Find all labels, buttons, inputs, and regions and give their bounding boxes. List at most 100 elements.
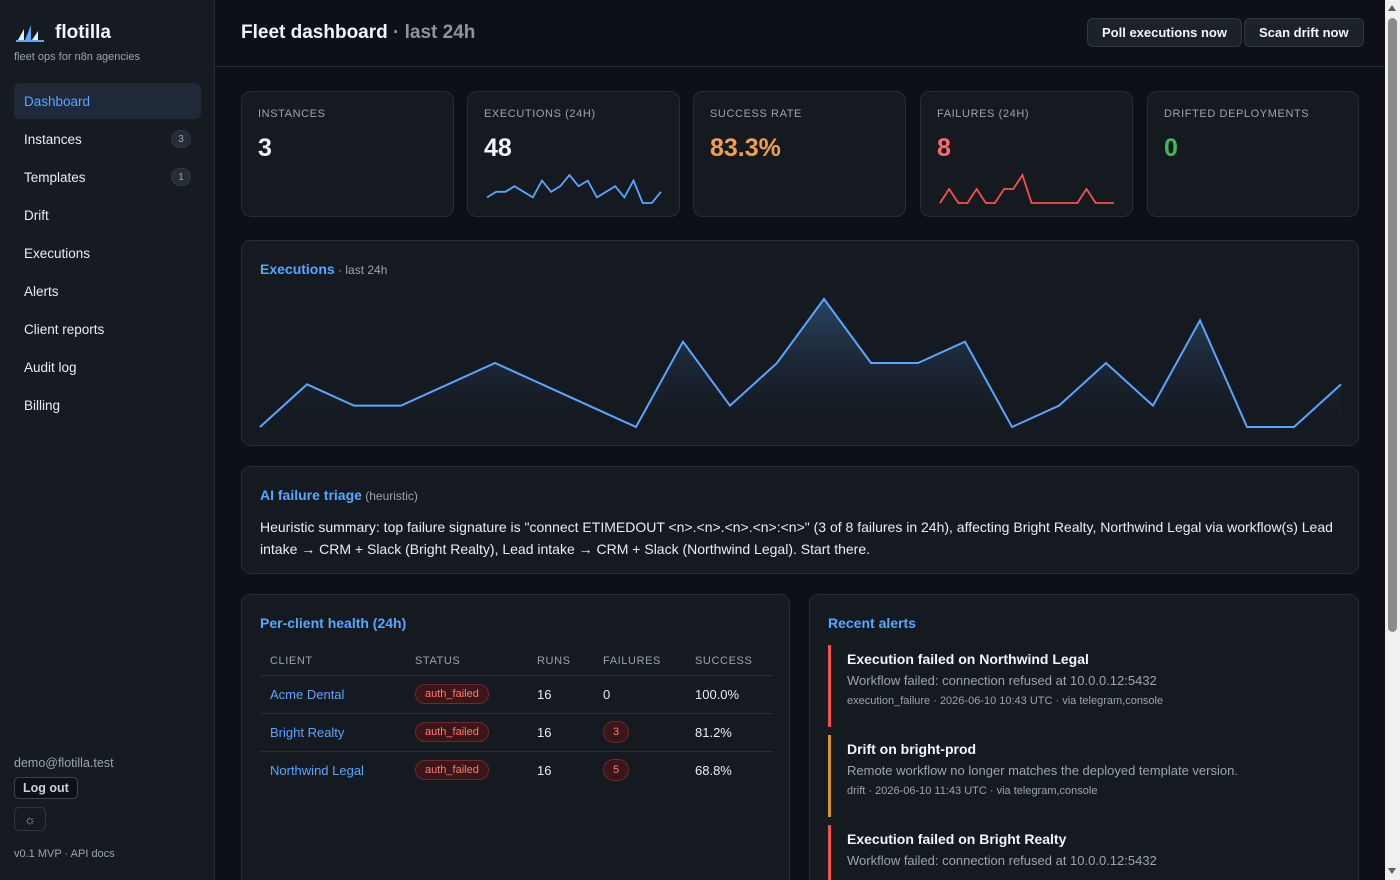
executions-series-line xyxy=(259,297,1342,429)
page-header: Fleet dashboard · last 24h Poll executio… xyxy=(215,0,1385,67)
column-header: SUCCESS xyxy=(685,647,773,676)
sidebar-item-label: Audit log xyxy=(24,359,77,375)
failures-sparkline xyxy=(939,172,1114,204)
sidebar-footer: demo@flotilla.test Log out ☼ xyxy=(14,756,114,831)
scroll-up-arrow-icon[interactable] xyxy=(1388,5,1396,11)
runs-cell: 16 xyxy=(537,762,552,778)
status-badge: auth_failed xyxy=(415,722,489,742)
failures-badge: 3 xyxy=(603,721,629,743)
stat-value: 0 xyxy=(1164,134,1178,162)
sidebar-item-audit-log[interactable]: Audit log xyxy=(14,349,201,385)
user-email: demo@flotilla.test xyxy=(14,756,114,770)
executions-area-chart xyxy=(259,297,1342,429)
table-header-row: CLIENT STATUS RUNS FAILURES SUCCESS xyxy=(260,647,773,676)
column-header: CLIENT xyxy=(260,647,405,676)
stat-label: INSTANCES xyxy=(258,108,326,120)
runs-cell: 16 xyxy=(527,713,593,752)
alert-body: Workflow failed: connection refused at 1… xyxy=(847,853,1157,868)
poll-executions-button[interactable]: Poll executions now xyxy=(1087,18,1242,47)
triage-title: AI failure triage (heuristic) xyxy=(260,487,418,503)
failures-badge: 5 xyxy=(603,759,629,782)
sidebar-item-executions[interactable]: Executions xyxy=(14,235,201,271)
brand-tagline: fleet ops for n8n agencies xyxy=(14,51,140,63)
sun-icon: ☼ xyxy=(24,811,36,827)
sparkline-series xyxy=(939,172,1114,204)
table-row: Bright Realty auth_failed 16 3 81.2% xyxy=(260,713,773,752)
sparkline-series xyxy=(486,173,662,204)
page-title-text: Fleet dashboard xyxy=(241,22,388,43)
page-scrollbar[interactable] xyxy=(1385,0,1400,880)
sidebar-item-dashboard[interactable]: Dashboard xyxy=(14,83,201,119)
status-badge: auth_failed xyxy=(415,684,489,704)
sidebar-item-label: Alerts xyxy=(24,283,59,299)
scan-drift-button[interactable]: Scan drift now xyxy=(1244,18,1364,47)
sidebar-item-billing[interactable]: Billing xyxy=(14,387,201,423)
success-cell: 100.0% xyxy=(685,675,773,714)
client-link[interactable]: Bright Realty xyxy=(270,724,345,740)
stat-card-success-rate: SUCCESS RATE 83.3% xyxy=(693,91,906,217)
sidebar-item-label: Drift xyxy=(24,207,49,223)
stat-label: EXECUTIONS (24H) xyxy=(484,108,596,120)
page-title: Fleet dashboard · last 24h xyxy=(241,22,475,44)
client-health-card: Per-client health (24h) CLIENT STATUS RU… xyxy=(241,594,790,880)
column-header: RUNS xyxy=(527,647,593,676)
stat-value: 8 xyxy=(937,134,951,162)
alert-title: Drift on bright-prod xyxy=(847,741,977,757)
sidebar-item-instances[interactable]: Instances 3 xyxy=(14,121,201,157)
sidebar-item-label: Templates xyxy=(24,169,86,185)
area-fill xyxy=(260,299,1341,427)
stat-card-instances: INSTANCES 3 xyxy=(241,91,454,217)
scrollbar-thumb[interactable] xyxy=(1388,18,1397,632)
sidebar-item-label: Instances xyxy=(24,131,82,147)
health-title: Per-client health (24h) xyxy=(260,615,407,631)
client-link[interactable]: Northwind Legal xyxy=(270,762,364,778)
version-info[interactable]: v0.1 MVP · API docs xyxy=(14,848,115,860)
logout-button[interactable]: Log out xyxy=(14,777,78,799)
executions-sparkline xyxy=(486,173,662,204)
sidebar-item-label: Client reports xyxy=(24,321,105,337)
stat-card-drifted: DRIFTED DEPLOYMENTS 0 xyxy=(1147,91,1359,217)
stat-value: 83.3% xyxy=(710,134,781,162)
chart-title: Executions · last 24h xyxy=(260,261,387,277)
triage-title-text: AI failure triage xyxy=(260,487,362,503)
stat-card-failures: FAILURES (24H) 8 xyxy=(920,91,1133,217)
sidebar-item-templates[interactable]: Templates 1 xyxy=(14,159,201,195)
sidebar-item-label: Billing xyxy=(24,397,61,413)
column-header: FAILURES xyxy=(593,647,685,676)
alerts-title: Recent alerts xyxy=(828,615,916,631)
column-header: STATUS xyxy=(405,647,527,676)
triage-subtitle: (heuristic) xyxy=(361,489,418,503)
brand-name: flotilla xyxy=(55,22,111,43)
failure-triage-card: AI failure triage (heuristic) Heuristic … xyxy=(241,466,1359,574)
alert-title: Execution failed on Bright Realty xyxy=(847,831,1067,847)
alert-item[interactable]: Drift on bright-prod Remote workflow no … xyxy=(828,735,1342,817)
client-link[interactable]: Acme Dental xyxy=(270,686,345,702)
count-badge: 1 xyxy=(171,168,191,186)
stat-card-executions: EXECUTIONS (24H) 48 xyxy=(467,91,680,217)
theme-toggle-button[interactable]: ☼ xyxy=(14,807,46,831)
alert-body: Remote workflow no longer matches the de… xyxy=(847,763,1238,778)
sidebar-item-drift[interactable]: Drift xyxy=(14,197,201,233)
sidebar-nav: Dashboard Instances 3 Templates 1 Drift … xyxy=(14,83,201,425)
alert-item[interactable]: Execution failed on Bright Realty Workfl… xyxy=(828,825,1342,880)
sailboat-logo-icon xyxy=(16,25,44,42)
triage-summary: Heuristic summary: top failure signature… xyxy=(260,519,1333,557)
sidebar-item-alerts[interactable]: Alerts xyxy=(14,273,201,309)
alert-meta: execution_failure · 2026-06-10 10:43 UTC… xyxy=(847,695,1164,707)
scroll-down-arrow-icon[interactable] xyxy=(1388,868,1396,874)
executions-chart-card: Executions · last 24h xyxy=(241,240,1359,446)
runs-cell: 16 xyxy=(527,675,593,714)
stat-value: 48 xyxy=(484,134,512,162)
brand[interactable]: flotilla xyxy=(16,22,111,44)
success-cell: 81.2% xyxy=(685,713,773,752)
stat-label: FAILURES (24H) xyxy=(937,108,1030,120)
sidebar-item-client-reports[interactable]: Client reports xyxy=(14,311,201,347)
success-cell: 68.8% xyxy=(695,762,732,778)
alert-meta: drift · 2026-06-10 11:43 UTC · via teleg… xyxy=(847,785,1098,797)
status-badge: auth_failed xyxy=(415,760,489,781)
chart-title-text: Executions xyxy=(260,261,335,277)
alert-title: Execution failed on Northwind Legal xyxy=(847,651,1089,667)
alert-item[interactable]: Execution failed on Northwind Legal Work… xyxy=(828,645,1342,727)
sidebar: flotilla fleet ops for n8n agencies Dash… xyxy=(0,0,215,880)
client-health-table: CLIENT STATUS RUNS FAILURES SUCCESS Acme… xyxy=(260,647,773,789)
